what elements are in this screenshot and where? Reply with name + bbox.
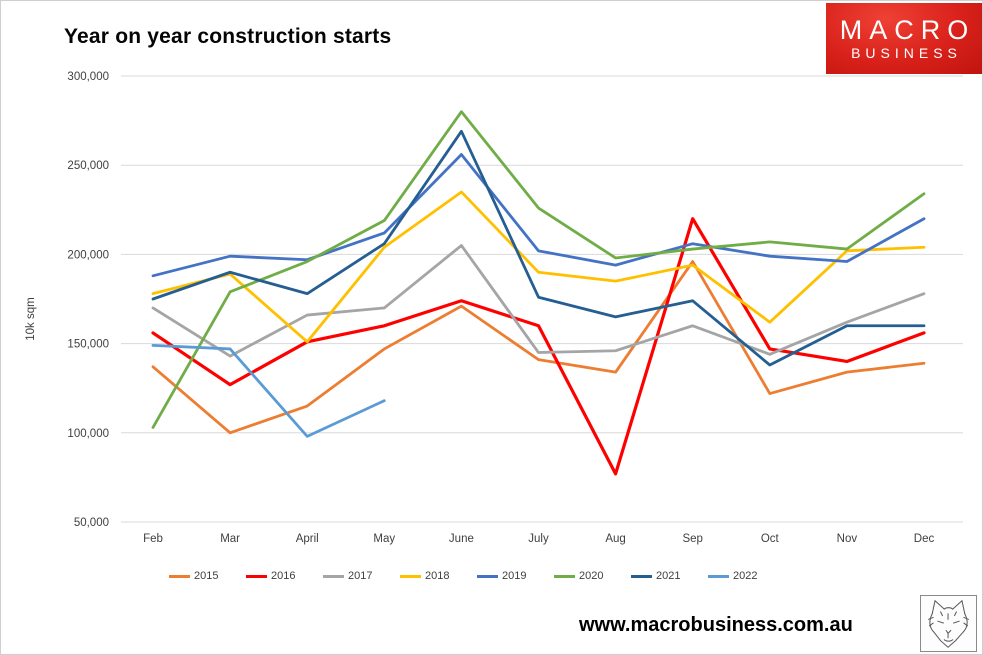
legend-item-2016: 2016 (246, 570, 323, 582)
legend-swatch-2017 (323, 574, 344, 578)
page-title: Year on year construction starts (64, 25, 392, 48)
legend-label: 2016 (271, 570, 296, 582)
x-tick-label: May (373, 533, 395, 545)
legend-swatch-2022 (708, 574, 729, 578)
x-tick-label: Dec (914, 533, 935, 545)
series-line-2017 (151, 244, 926, 358)
chart-legend: 2015 2016 2017 2018 2019 2020 2021 2022 (169, 568, 785, 584)
legend-swatch-2018 (400, 574, 421, 578)
macrobusiness-logo: MACRO BUSINESS (826, 3, 982, 74)
legend-label: 2022 (733, 570, 758, 582)
legend-swatch-2015 (169, 574, 190, 578)
y-tick-label: 300,000 (67, 71, 109, 83)
series-line-2019 (151, 153, 926, 278)
logo-text-business: BUSINESS (851, 45, 962, 62)
x-tick-label: June (449, 533, 474, 545)
x-tick-label: July (528, 533, 549, 545)
legend-label: 2015 (194, 570, 219, 582)
x-tick-label: April (296, 533, 319, 545)
legend-label: 2019 (502, 570, 527, 582)
footer-website-text: www.macrobusiness.com.au (579, 614, 853, 636)
line-chart-plot: 300,000 250,000 200,000 150,000 100,000 50,00… (25, 71, 963, 545)
y-axis-title: 10k sqm (25, 297, 37, 340)
series-line-2022 (151, 343, 386, 438)
x-tick-label: Nov (837, 533, 858, 545)
y-tick-label: 150,000 (67, 339, 109, 351)
logo-text-macro: MACRO (839, 14, 976, 45)
y-tick-label: 50,000 (74, 517, 109, 529)
x-tick-label: Aug (605, 533, 625, 545)
legend-label: 2020 (579, 570, 604, 582)
y-tick-label: 250,000 (67, 160, 109, 172)
legend-item-2020: 2020 (554, 570, 631, 582)
y-tick-label: 100,000 (67, 428, 109, 440)
legend-swatch-2021 (631, 574, 652, 578)
series-line-2015 (151, 260, 926, 435)
legend-label: 2021 (656, 570, 681, 582)
legend-swatch-2019 (477, 574, 498, 578)
legend-item-2022: 2022 (708, 570, 785, 582)
legend-item-2015: 2015 (169, 570, 246, 582)
x-tick-label: Sep (682, 533, 702, 545)
x-tick-label: Oct (761, 533, 780, 545)
wolf-sketch-icon (927, 599, 970, 648)
legend-swatch-2020 (554, 574, 575, 578)
legend-item-2019: 2019 (477, 570, 554, 582)
legend-label: 2017 (348, 570, 373, 582)
x-tick-label: Mar (220, 533, 240, 545)
y-tick-label: 200,000 (67, 249, 109, 261)
series-line-2020 (151, 110, 926, 429)
legend-swatch-2016 (246, 574, 267, 578)
wolf-logo (920, 595, 977, 652)
x-tick-label: Feb (143, 533, 163, 545)
legend-label: 2018 (425, 570, 450, 582)
series-line-2018 (151, 190, 926, 344)
series-line-2021 (151, 129, 926, 367)
legend-item-2021: 2021 (631, 570, 708, 582)
legend-item-2017: 2017 (323, 570, 400, 582)
legend-item-2018: 2018 (400, 570, 477, 582)
